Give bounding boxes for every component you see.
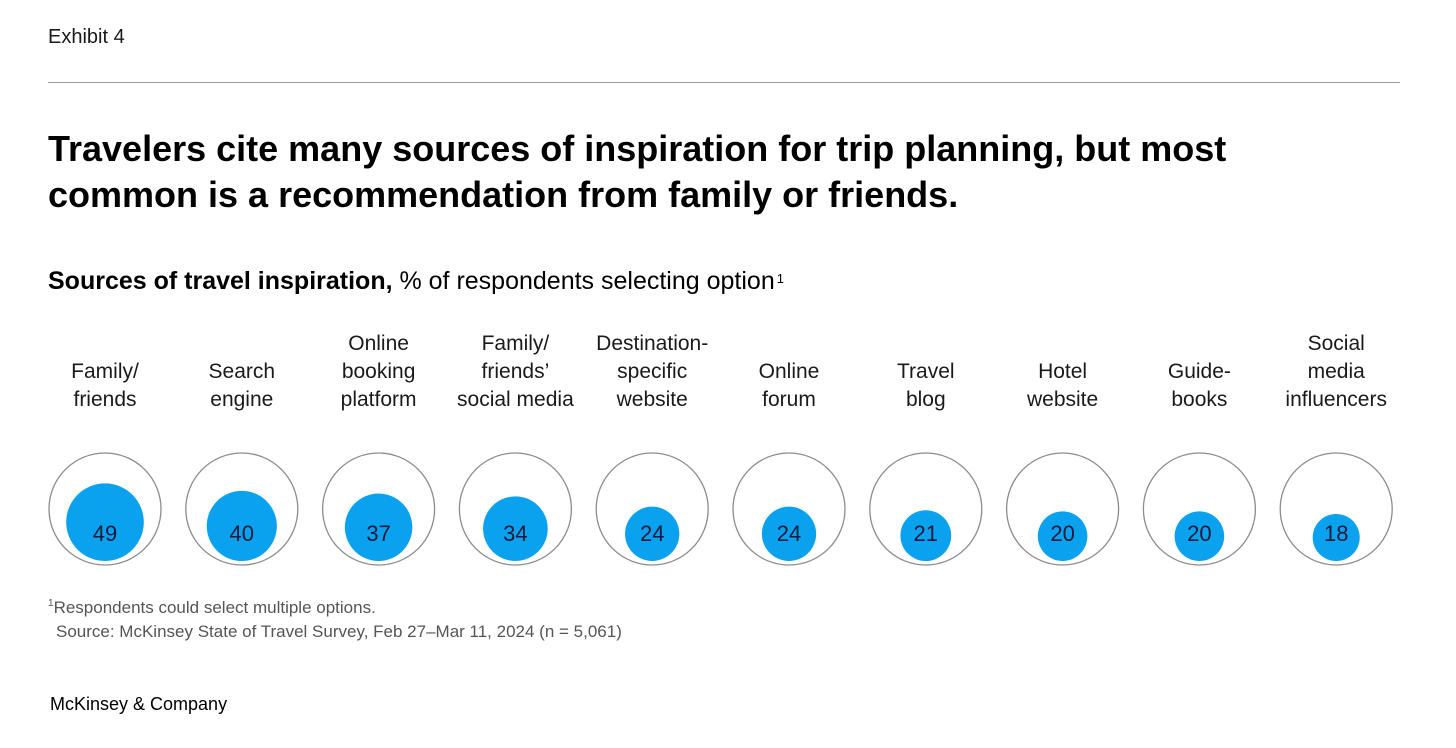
value-bubble: [344, 493, 413, 561]
category-label-line: influencers: [1285, 388, 1387, 411]
category-label-line: website: [616, 388, 688, 411]
category-label: Family/friends’ social media: [457, 332, 574, 411]
value-bubble: [1174, 511, 1225, 561]
value-label: 49: [93, 521, 117, 546]
chart-subtitle: Sources of travel inspiration, % of resp…: [48, 264, 784, 298]
category-label-line: Hotel: [1038, 360, 1087, 383]
category-label-line: specific: [617, 360, 687, 383]
bubble-outline: [185, 452, 299, 566]
category-label: Online booking platform: [341, 332, 417, 411]
category-label: Hotel website: [1026, 360, 1098, 411]
bubble-outline: [732, 452, 846, 566]
category-label-line: Destination-: [596, 332, 708, 355]
category-label-line: Online: [348, 332, 409, 355]
category-label: Search engine: [209, 360, 276, 411]
category-label-line: Travel: [897, 360, 955, 383]
value-label: 24: [777, 521, 801, 546]
category-label-line: friends: [73, 388, 136, 411]
bubble-outline: [1279, 452, 1393, 566]
category-label-line: forum: [762, 388, 816, 411]
category-label-line: Family/: [71, 360, 139, 383]
value-bubble: [1037, 511, 1088, 561]
category-label-line: Family/: [482, 332, 550, 355]
footnote: 1Respondents could select multiple optio…: [48, 598, 376, 618]
category-label-line: website: [1026, 388, 1098, 411]
exhibit-label: Exhibit 4: [48, 26, 125, 48]
bubble-outline: [458, 452, 573, 566]
category-label-line: books: [1171, 388, 1227, 411]
value-label: 20: [1187, 521, 1211, 546]
chart-title: Travelers cite many sources of inspirati…: [48, 128, 1227, 215]
value-label: 34: [503, 521, 527, 546]
category-label-line: Guide-: [1168, 360, 1231, 383]
category-label-line: friends’: [482, 360, 550, 383]
footnote-marker: 1: [48, 598, 54, 609]
value-label: 18: [1324, 521, 1348, 546]
value-label: 21: [914, 521, 938, 546]
category-label-line: platform: [341, 388, 417, 411]
bubble-outline: [321, 452, 436, 566]
bubble-outline: [1005, 452, 1120, 566]
value-bubble: [625, 506, 680, 561]
category-label-line: blog: [906, 388, 946, 411]
category-label: Family/friends: [71, 360, 139, 411]
category-label-line: Online: [759, 360, 820, 383]
value-label: 24: [640, 521, 664, 546]
value-bubble: [761, 506, 817, 561]
subtitle-note-marker: 1: [776, 271, 784, 286]
category-label: Online forum: [759, 360, 820, 411]
brand-logo-text: McKinsey & Company: [50, 694, 228, 714]
category-label-line: social media: [457, 388, 574, 411]
value-label: 37: [366, 521, 390, 546]
category-label-line: Search: [209, 360, 276, 383]
value-bubble: [483, 496, 548, 561]
value-bubble: [66, 483, 144, 561]
category-label: Guide-books: [1168, 360, 1231, 411]
category-label: Travel blog: [897, 360, 955, 411]
category-label-line: booking: [342, 360, 416, 383]
bubble-outline: [595, 452, 709, 566]
bubble-chart: Family/friends 49 Search engine 40 Online book…: [48, 332, 1393, 566]
value-bubble: [900, 510, 952, 561]
source-note: Source: McKinsey State of Travel Survey,…: [56, 622, 622, 641]
header-divider: [48, 82, 1400, 83]
value-bubble: [206, 490, 277, 561]
subtitle-unit: % of respondents selecting option: [392, 267, 775, 295]
value-label: 40: [230, 521, 254, 546]
subtitle-bold: Sources of travel inspiration,: [48, 267, 393, 295]
category-label-line: Social: [1308, 332, 1365, 355]
category-label-line: engine: [210, 388, 273, 411]
footnote-text: Respondents could select multiple option…: [53, 598, 376, 617]
category-label: Destination-specific website: [596, 332, 708, 411]
category-label: Social media influencers: [1285, 332, 1387, 411]
value-label: 20: [1050, 521, 1074, 546]
bubble-outline: [1142, 452, 1257, 566]
bubble-outline: [48, 452, 162, 566]
category-label-line: media: [1308, 360, 1366, 383]
value-bubble: [1312, 513, 1360, 561]
bubble-outline: [869, 452, 983, 566]
